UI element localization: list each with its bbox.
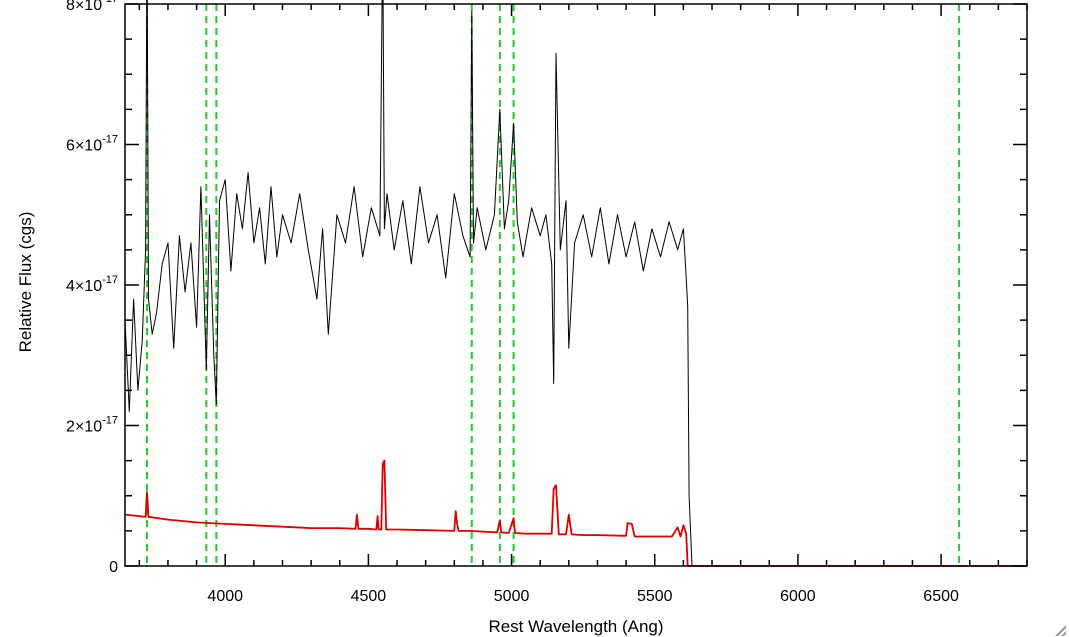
series-line-1 xyxy=(124,459,1027,567)
y-axis-ticks: 0 2×10-17 4×10-17 6×10-17 8×10-17 xyxy=(66,0,1027,576)
x-tick-label: 4000 xyxy=(207,588,243,605)
y-tick-label: 4×10-17 xyxy=(66,274,118,295)
y-axis-title: Relative Flux (cgs) xyxy=(16,212,35,353)
series-line-0 xyxy=(124,0,1027,567)
x-tick-label: 4500 xyxy=(351,588,387,605)
resize-grip-icon[interactable] xyxy=(1055,625,1066,636)
y-tick-label: 0 xyxy=(109,559,118,576)
x-tick-label: 5000 xyxy=(494,588,530,605)
y-tick-label: 8×10-17 xyxy=(66,0,118,14)
spectrum-series xyxy=(124,0,1027,567)
plot-frame xyxy=(124,3,1028,567)
x-tick-label: 6000 xyxy=(780,588,816,605)
x-tick-label: 5500 xyxy=(637,588,673,605)
emission-line-markers xyxy=(146,4,961,566)
x-axis-title: Rest Wavelength (Ang) xyxy=(488,617,663,636)
resize-grip-icon-inner xyxy=(1061,631,1066,636)
x-axis-ticks: 4000 4500 5000 5500 6000 6500 xyxy=(138,4,1028,605)
y-tick-label: 6×10-17 xyxy=(66,134,118,155)
y-tick-label: 2×10-17 xyxy=(66,415,118,436)
x-tick-label: 6500 xyxy=(923,588,959,605)
